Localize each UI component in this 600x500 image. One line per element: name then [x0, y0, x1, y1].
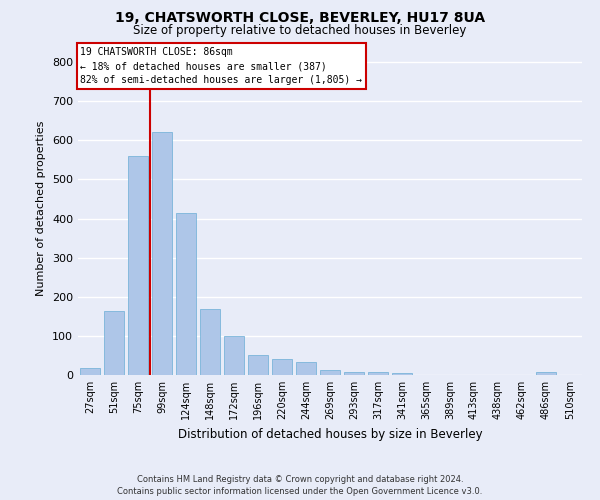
X-axis label: Distribution of detached houses by size in Beverley: Distribution of detached houses by size …	[178, 428, 482, 440]
Bar	[536, 372, 556, 375]
Bar	[248, 354, 268, 375]
Bar	[392, 373, 412, 375]
Bar	[128, 156, 148, 375]
Bar	[296, 362, 316, 375]
Text: Contains HM Land Registry data © Crown copyright and database right 2024.
Contai: Contains HM Land Registry data © Crown c…	[118, 474, 482, 496]
Bar	[176, 214, 196, 375]
Bar	[320, 370, 340, 375]
Bar	[80, 368, 100, 375]
Bar	[200, 308, 220, 375]
Y-axis label: Number of detached properties: Number of detached properties	[37, 121, 46, 296]
Bar	[104, 311, 124, 375]
Text: 19, CHATSWORTH CLOSE, BEVERLEY, HU17 8UA: 19, CHATSWORTH CLOSE, BEVERLEY, HU17 8UA	[115, 12, 485, 26]
Text: Size of property relative to detached houses in Beverley: Size of property relative to detached ho…	[133, 24, 467, 37]
Bar	[152, 132, 172, 375]
Bar	[368, 372, 388, 375]
Bar	[224, 336, 244, 375]
Bar	[272, 358, 292, 375]
Bar	[344, 372, 364, 375]
Text: 19 CHATSWORTH CLOSE: 86sqm
← 18% of detached houses are smaller (387)
82% of sem: 19 CHATSWORTH CLOSE: 86sqm ← 18% of deta…	[80, 47, 362, 85]
